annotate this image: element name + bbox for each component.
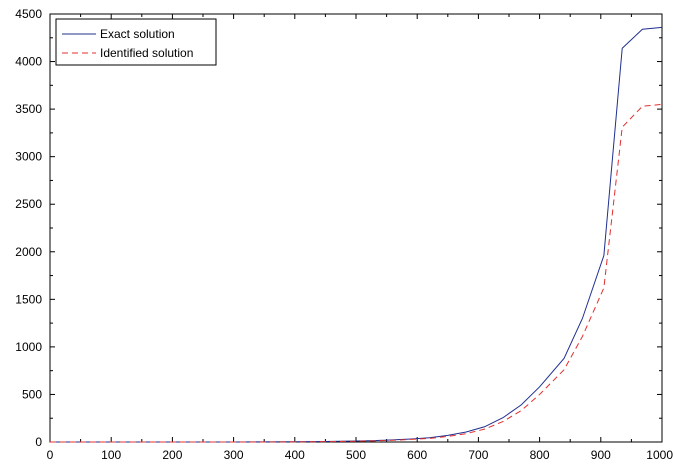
y-tick-label: 4500 [15,7,42,21]
y-tick-label: 500 [22,387,42,401]
legend: Exact solution Identified solution [55,18,217,66]
y-tick-label: 1000 [15,340,42,354]
series-line-identified-solution [50,103,663,443]
x-tick-label: 200 [162,448,182,462]
y-tick-label: 3000 [15,150,42,164]
x-tick-label: 400 [285,448,305,462]
legend-box [55,18,217,66]
y-tick-label: 1500 [15,292,42,306]
plot-area [49,13,663,443]
x-axis: 0 100 200 300 400 500 600 700 800 900 1000 [47,14,673,462]
legend-label-identified-solution: Identified solution [100,46,193,60]
y-tick-label: 3500 [15,102,42,116]
series-layer [50,26,663,443]
x-tick-label: 900 [591,448,611,462]
x-tick-label: 500 [346,448,366,462]
x-tick-label: 0 [47,448,54,462]
x-tick-label: 800 [530,448,550,462]
x-tick-label: 600 [407,448,427,462]
y-tick-label: 0 [35,435,42,449]
x-tick-label: 100 [101,448,121,462]
y-tick-label: 2500 [15,197,42,211]
y-tick-label: 2000 [15,245,42,259]
y-axis: 0 500 1000 1500 2000 2500 3000 3500 4000 4500 [15,7,662,449]
legend-label-exact-solution: Exact solution [100,27,175,41]
x-tick-label: 300 [224,448,244,462]
x-tick-label: 1000 [646,448,673,462]
x-tick-label: 700 [468,448,488,462]
y-tick-label: 4000 [15,55,42,69]
